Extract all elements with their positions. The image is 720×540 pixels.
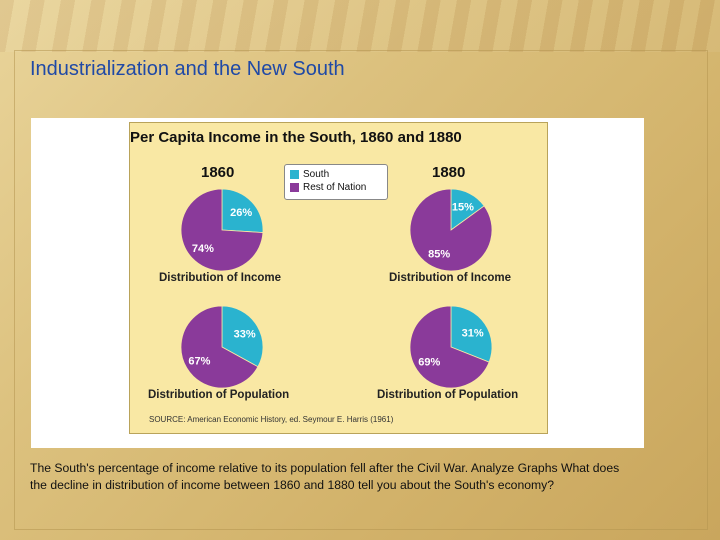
legend-label-rest-of-nation: Rest of Nation xyxy=(303,182,367,193)
legend-swatch-rest-of-nation xyxy=(290,182,299,192)
legend-item-south: South xyxy=(290,169,329,181)
pie-caption-income-1880: Distribution of Income xyxy=(389,272,512,284)
pie-caption-population-1860: Distribution of Population xyxy=(148,389,290,401)
legend-swatch-south xyxy=(290,169,299,179)
chart-source: SOURCE: American Economic History, ed. S… xyxy=(149,415,394,424)
pie-caption-population-1880: Distribution of Population xyxy=(377,389,519,401)
slide-title: Industrialization and the New South xyxy=(30,58,345,80)
legend-item-rest-of-nation: Rest of Nation xyxy=(290,182,366,194)
slide-frame xyxy=(14,50,708,530)
decorative-stamp-band xyxy=(0,0,720,52)
chart-legend: South Rest of Nation xyxy=(284,164,388,200)
slide-caption: The South's percentage of income relativ… xyxy=(30,461,620,492)
year-label-1880: 1880 xyxy=(432,164,466,181)
year-label-1860: 1860 xyxy=(201,164,235,181)
pie-caption-income-1860: Distribution of Income xyxy=(159,272,282,284)
legend-label-south: South xyxy=(303,169,330,180)
chart-title: Per Capita Income in the South, 1860 and… xyxy=(130,129,462,146)
